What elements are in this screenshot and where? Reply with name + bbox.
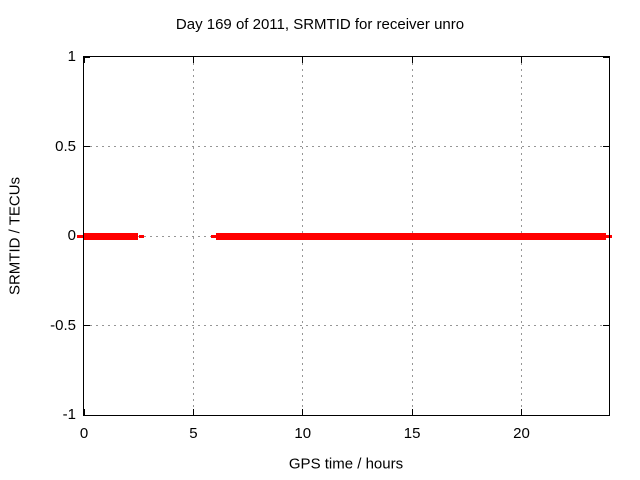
y-tick-mark-right <box>603 414 609 416</box>
series-line-segment <box>84 232 138 240</box>
y-tick-label: -0.5 <box>50 316 76 334</box>
x-tick-mark-top <box>302 57 304 63</box>
y-tick-mark-left <box>84 56 90 58</box>
y-tick-mark-right <box>603 325 609 326</box>
x-tick-mark-bottom <box>192 409 194 415</box>
y-tick-mark-left <box>84 325 90 326</box>
series-point-dash <box>604 234 612 238</box>
y-gridline <box>84 146 609 147</box>
y-tick-mark-right <box>603 56 609 58</box>
x-tick-label: 0 <box>79 425 89 442</box>
y-tick-mark-left <box>84 414 90 416</box>
x-tick-mark-top <box>83 57 85 63</box>
x-tick-label: 15 <box>403 425 421 442</box>
x-tick-label: 5 <box>189 425 198 442</box>
series-line-segment <box>216 232 606 240</box>
x-axis-label: GPS time / hours <box>288 455 404 473</box>
x-tick-mark-bottom <box>411 409 413 415</box>
series-point-dash <box>211 234 217 238</box>
y-tick-mark-right <box>603 146 609 147</box>
x-tick-mark-top <box>521 57 522 63</box>
x-tick-mark-bottom <box>83 409 85 415</box>
y-tick-label: -1 <box>62 406 76 423</box>
chart-title: Day 169 of 2011, SRMTID for receiver unr… <box>175 16 465 33</box>
y-tick-label: 0 <box>67 227 76 244</box>
y-gridline <box>84 325 609 326</box>
x-tick-label: 20 <box>513 425 530 442</box>
y-tick-mark-left <box>84 146 90 147</box>
x-tick-mark-top <box>192 57 194 63</box>
series-point-dash <box>77 234 85 238</box>
series-point-dash <box>139 234 144 238</box>
y-tick-label: 1 <box>67 48 76 65</box>
x-tick-mark-bottom <box>521 409 522 415</box>
y-tick-label: 0.5 <box>55 137 76 155</box>
x-tick-mark-bottom <box>302 409 304 415</box>
x-tick-mark-top <box>411 57 413 63</box>
x-tick-label: 10 <box>294 425 312 442</box>
